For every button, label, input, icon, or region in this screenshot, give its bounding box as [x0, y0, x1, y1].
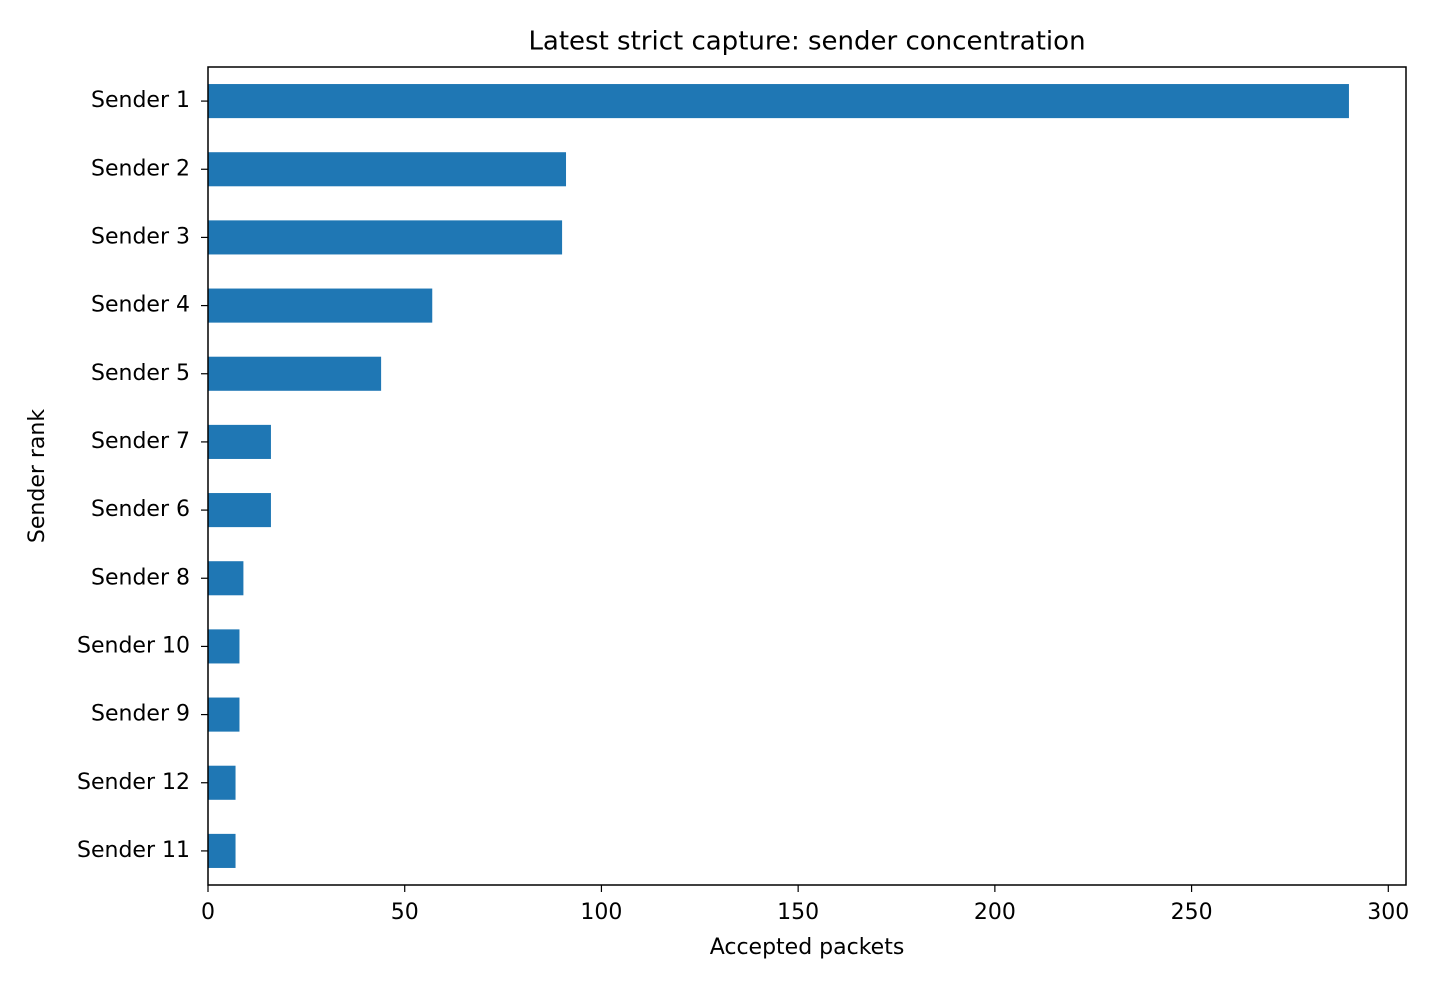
y-tick-label: Sender 8: [91, 565, 190, 590]
x-tick-label: 100: [580, 900, 622, 925]
bar: [208, 152, 567, 187]
x-axis-label: Accepted packets: [710, 935, 905, 960]
bar: [208, 220, 563, 255]
x-tick-label: 0: [201, 900, 215, 925]
bar: [208, 424, 271, 459]
x-tick-label: 50: [391, 900, 419, 925]
bar: [208, 629, 240, 664]
y-tick-label: Sender 6: [91, 497, 190, 522]
y-tick-label: Sender 10: [77, 633, 190, 658]
x-tick-label: 250: [1171, 900, 1213, 925]
x-tick-label: 300: [1367, 900, 1409, 925]
bar: [208, 561, 244, 596]
bar: [208, 288, 433, 323]
y-tick-label: Sender 12: [77, 770, 190, 795]
y-tick-label: Sender 2: [91, 156, 190, 181]
chart-title: Latest strict capture: sender concentrat…: [528, 27, 1085, 57]
plot-frame: [207, 66, 1407, 886]
y-tick-label: Sender 11: [77, 838, 190, 863]
bar: [208, 493, 271, 528]
y-tick-label: Sender 3: [91, 224, 190, 249]
bar: [208, 765, 236, 800]
y-tick-label: Sender 7: [91, 429, 190, 454]
y-tick-label: Sender 9: [91, 702, 190, 727]
y-tick-label: Sender 1: [91, 88, 190, 113]
y-tick-label: Sender 4: [91, 293, 190, 318]
x-tick-label: 150: [777, 900, 819, 925]
bar: [208, 833, 236, 868]
bar: [208, 697, 240, 732]
x-tick-label: 200: [974, 900, 1016, 925]
y-tick-label: Sender 5: [91, 361, 190, 386]
y-axis-label: Sender rank: [25, 409, 50, 543]
bar: [208, 356, 382, 391]
bar: [208, 84, 1349, 119]
